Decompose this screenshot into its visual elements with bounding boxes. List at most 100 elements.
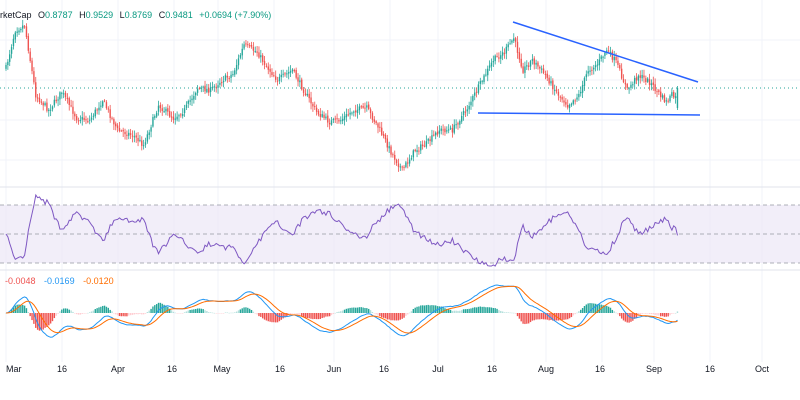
candle — [319, 108, 322, 121]
candle — [146, 130, 149, 144]
macd-histogram-bar — [661, 313, 664, 317]
macd-histogram-bar — [520, 313, 522, 322]
macd-histogram-bar — [429, 305, 431, 313]
macd-histogram-bar — [180, 313, 182, 314]
macd-histogram-bar — [598, 304, 601, 313]
candle — [200, 85, 202, 93]
candle — [211, 81, 214, 91]
macd-histogram-bar — [256, 313, 258, 315]
candle — [635, 73, 638, 85]
macd-histogram-bar — [676, 311, 679, 313]
candle — [557, 88, 560, 101]
candle — [271, 68, 273, 78]
candle — [598, 53, 601, 71]
macd-histogram-bar — [265, 313, 268, 321]
candle — [673, 90, 675, 99]
macd-histogram-bar — [594, 303, 597, 313]
candle — [122, 127, 124, 137]
candle — [70, 99, 72, 108]
candle — [602, 55, 604, 63]
candle — [85, 115, 87, 125]
candle — [394, 150, 396, 165]
candle — [490, 58, 493, 71]
candle — [53, 95, 56, 108]
candle — [639, 70, 641, 84]
macd-histogram-bar — [408, 312, 411, 314]
macd-histogram-bar — [137, 313, 139, 315]
macd-histogram-bar — [66, 308, 69, 313]
macd-histogram-bar — [674, 312, 677, 314]
macd-histogram-bar — [442, 307, 444, 313]
macd-histogram-bar — [159, 302, 162, 313]
candle — [660, 87, 662, 102]
macd-histogram-bar — [412, 308, 415, 313]
macd-histogram-bar — [589, 303, 591, 313]
macd-histogram-bar — [403, 313, 405, 318]
candle — [650, 79, 653, 91]
macd-line — [5, 284, 678, 338]
candle — [152, 114, 154, 128]
macd-histogram-bar — [75, 313, 78, 315]
candle — [568, 103, 571, 113]
macd-histogram-bar — [606, 305, 608, 313]
candle — [507, 41, 509, 51]
candle — [658, 88, 660, 95]
candle — [182, 108, 184, 119]
macd-histogram-bar — [449, 309, 452, 313]
candle — [475, 87, 478, 98]
macd-histogram-bar — [226, 312, 229, 314]
macd-histogram-bar — [366, 308, 368, 313]
candle — [100, 100, 102, 111]
candle — [191, 94, 193, 106]
candle — [570, 102, 573, 107]
macd-histogram-bar — [474, 307, 476, 313]
candle — [414, 148, 416, 153]
macd-histogram-bar — [131, 313, 134, 315]
close-value: 0.9481 — [165, 10, 193, 20]
macd-histogram-bar — [116, 313, 119, 316]
candle — [412, 149, 415, 162]
candle — [468, 101, 470, 114]
macd-histogram-bar — [62, 308, 65, 313]
candle — [607, 45, 610, 54]
macd-histogram-bar — [29, 313, 31, 317]
macd-histogram-bar — [284, 313, 286, 318]
macd-histogram-bar — [306, 313, 309, 319]
candle — [345, 108, 348, 122]
macd-histogram-bar — [61, 309, 63, 313]
candle — [381, 121, 383, 137]
macd-histogram-bar — [182, 313, 184, 314]
candle — [241, 43, 243, 60]
macd-histogram-bar — [503, 312, 506, 313]
macd-histogram-bar — [509, 312, 511, 314]
macd-histogram-bar — [77, 313, 80, 315]
macd-histogram-bar — [297, 313, 299, 315]
macd-histogram-bar — [407, 313, 409, 315]
macd-histogram-bar — [90, 311, 93, 313]
candle — [427, 137, 429, 144]
candle — [446, 126, 448, 134]
macd-histogram-bar — [507, 312, 509, 313]
macd-histogram-bar — [371, 311, 374, 313]
macd-histogram-bar — [16, 304, 18, 313]
macd-histogram-bar — [427, 304, 429, 313]
macd-histogram-bar — [170, 310, 173, 313]
candle — [620, 63, 623, 80]
macd-histogram-bar — [198, 308, 201, 313]
macd-histogram-bar — [351, 307, 353, 313]
candle — [295, 67, 297, 80]
candle — [451, 123, 454, 138]
macd-histogram-bar — [554, 313, 556, 321]
macd-histogram-bar — [464, 309, 467, 313]
macd-histogram-bar — [397, 313, 400, 321]
macd-histogram-bar — [377, 313, 379, 316]
macd-histogram-bar — [360, 307, 362, 313]
candle — [375, 120, 377, 126]
macd-histogram-bar — [302, 313, 305, 318]
macd-histogram-bar — [423, 305, 426, 313]
macd-histogram-bar — [529, 313, 532, 323]
macd-histogram-bar — [354, 307, 357, 313]
candle — [524, 61, 526, 79]
candle — [390, 144, 392, 158]
macd-histogram-bar — [317, 313, 320, 320]
